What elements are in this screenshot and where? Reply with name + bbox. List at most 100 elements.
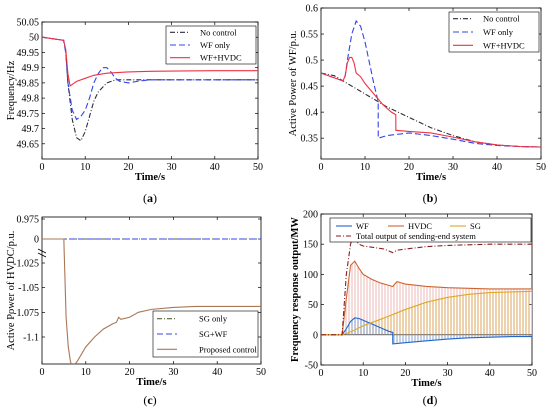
x-axis-label: Time/s — [136, 377, 166, 388]
plot-area — [42, 36, 258, 142]
series-line-4 — [321, 235, 532, 336]
y-tick-label: 100 — [303, 270, 318, 281]
x-axis-label: Time/s — [411, 378, 441, 389]
y-axis-label: Active Power of HVDC/p.u. — [6, 231, 17, 351]
legend: SG only SG+WF Proposed control — [152, 310, 259, 358]
legend-label: WF only — [483, 27, 514, 37]
x-tick-label: 30 — [443, 368, 453, 379]
panel-d-frequency-response: 0 10 20 30 40 50-50050100150200Time/sFrequenc… — [290, 210, 537, 408]
x-tick-label: 10 — [360, 162, 370, 173]
x-tick-label: 50 — [536, 162, 546, 173]
y-tick-label: 49.9 — [22, 63, 40, 74]
x-tick-label: 0 — [319, 162, 324, 173]
y-tick-label: 50 — [29, 33, 39, 44]
x-tick-label: 30 — [168, 367, 178, 378]
x-tick-label: 0 — [40, 367, 45, 378]
legend-label: WF+HVDC — [483, 40, 525, 50]
legend-label: HVDC — [408, 221, 432, 231]
series-line-2 — [321, 260, 532, 336]
y-tick-label: 49.95 — [17, 48, 40, 59]
x-tick-label: 10 — [80, 162, 90, 173]
y-tick-label: 0.4 — [306, 108, 319, 119]
y-tick-label: 150 — [303, 240, 318, 251]
x-tick-label: 10 — [81, 367, 91, 378]
series-line-1 — [321, 317, 532, 345]
panel-caption: (c) — [143, 393, 156, 407]
x-tick-label: 0 — [319, 368, 324, 379]
x-axis-label: Time/s — [135, 172, 165, 183]
x-tick-label: 50 — [256, 367, 266, 378]
axis-break-mark — [37, 248, 47, 254]
x-tick-label: 40 — [485, 368, 495, 379]
y-tick-label: -1.075 — [13, 308, 39, 319]
plot-area — [321, 235, 532, 345]
y-axis-label: Active Power of WF/p.u. — [288, 31, 299, 137]
axis-break-mark — [37, 252, 47, 258]
y-tick-label: 0.55 — [301, 30, 319, 41]
x-tick-label: 20 — [123, 162, 133, 173]
legend-label: SG+WF — [199, 329, 228, 339]
legend: No control WF only WF+HVDC — [448, 11, 540, 53]
y-tick-label: 50.05 — [17, 18, 40, 29]
x-tick-label: 0 — [40, 162, 45, 173]
y-tick-label: 0.975 — [17, 215, 40, 226]
x-tick-label: 30 — [167, 162, 177, 173]
y-tick-label: 49.65 — [17, 139, 40, 150]
area-sg — [321, 291, 532, 335]
series-line-3 — [321, 56, 541, 148]
y-tick-label: 0.5 — [306, 56, 319, 67]
legend-label: WF — [356, 221, 369, 231]
y-tick-label: -50 — [305, 361, 318, 372]
x-tick-label: 40 — [492, 162, 502, 173]
y-tick-label: 0 — [34, 235, 39, 246]
x-tick-label: 30 — [448, 162, 458, 173]
y-axis-label: Frequency/Hz — [6, 60, 17, 120]
panel-caption: (b) — [423, 191, 438, 205]
panel-caption: (d) — [423, 393, 438, 407]
series-line-2 — [321, 19, 541, 148]
legend-label: No control — [483, 14, 520, 24]
x-tick-label: 20 — [400, 368, 410, 379]
legend-label: WF+HVDC — [200, 53, 242, 63]
y-axis-label: Frequency response output/MW — [290, 217, 301, 362]
legend-label: No control — [200, 27, 237, 37]
panel-caption: (a) — [143, 191, 157, 205]
y-tick-label: 49.85 — [17, 78, 40, 89]
y-tick-label: 0.35 — [301, 134, 319, 145]
series-line-3 — [42, 238, 261, 364]
legend-box — [329, 217, 532, 243]
plot-area — [42, 238, 261, 364]
legend-label: SG — [470, 221, 481, 231]
panel-a-frequency: 0 10 20 30 40 50 49.65 49.7 49.75 49.8 49.85 49.9 49… — [6, 18, 263, 206]
y-tick-label: 200 — [303, 210, 318, 221]
y-tick-label: 0 — [313, 330, 318, 341]
legend-label: SG only — [199, 314, 228, 324]
y-tick-label: -1.1 — [23, 333, 39, 344]
y-tick-label: 49.8 — [22, 94, 40, 105]
panel-c-hvdc-power: 0 10 20 30 40 50 0.975 0 -1.025 -1.05 -1.075 -1.1 Ti… — [6, 215, 266, 408]
y-tick-label: -1.05 — [18, 283, 39, 294]
legend: No control WF only WF+HVDC — [165, 25, 257, 65]
x-tick-label: 10 — [358, 368, 368, 379]
legend-label: Total output of sending-end system — [356, 231, 476, 241]
y-tick-label: 0.6 — [306, 4, 319, 15]
x-tick-label: 20 — [125, 367, 135, 378]
y-tick-label: 0.45 — [301, 82, 319, 93]
x-tick-label: 50 — [527, 368, 537, 379]
x-tick-label: 50 — [253, 162, 263, 173]
panel-b-wf-power: 0 10 20 30 40 50 0.35 0.4 0.45 0.5 0.55 0.6 Time/s Ac… — [288, 4, 546, 206]
x-axis-label: Time/s — [416, 172, 446, 183]
legend-label: Proposed control — [199, 344, 257, 354]
series-line-3 — [321, 290, 532, 336]
y-tick-label: -1.025 — [13, 259, 39, 270]
y-tick-label: 50 — [308, 300, 318, 311]
x-tick-label: 40 — [212, 367, 222, 378]
x-tick-label: 40 — [210, 162, 220, 173]
x-tick-label: 20 — [404, 162, 414, 173]
y-tick-label: 49.75 — [17, 109, 40, 120]
series-line-3 — [42, 36, 258, 87]
plot-area — [321, 19, 541, 148]
y-tick-label: 49.7 — [22, 124, 40, 135]
